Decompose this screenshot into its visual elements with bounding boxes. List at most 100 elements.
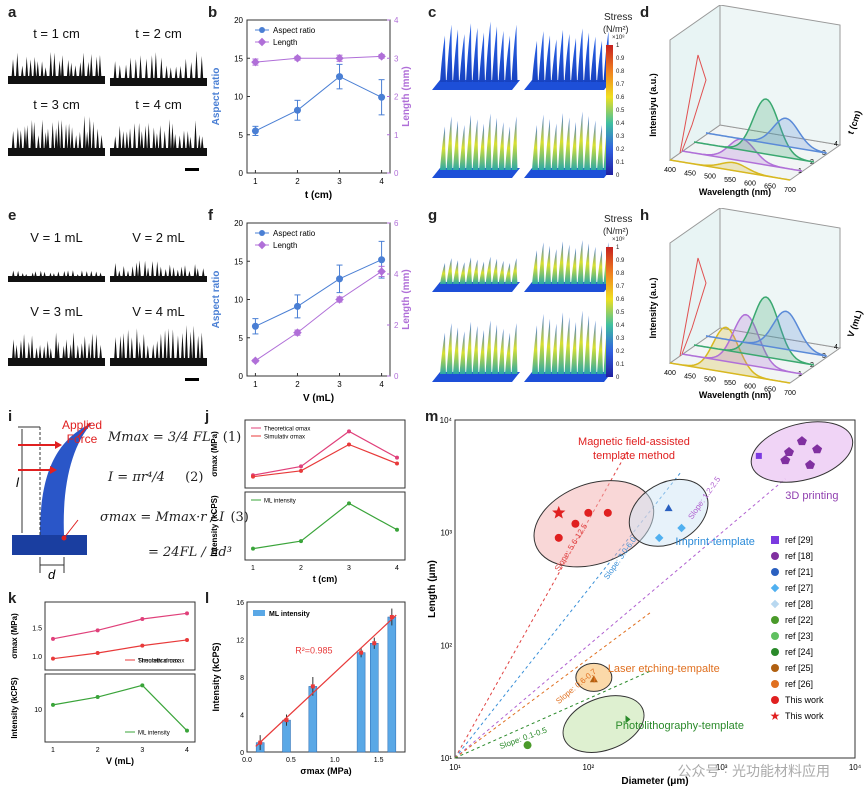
y2-tick-label: 3 xyxy=(394,54,399,63)
point-ref24 xyxy=(625,715,631,724)
sim-pillar xyxy=(453,327,459,374)
sim-pillar xyxy=(577,111,584,170)
spike xyxy=(52,52,56,78)
spike xyxy=(11,339,15,360)
bar xyxy=(356,652,366,753)
sim-pillar xyxy=(459,125,466,170)
sim-pillar xyxy=(590,246,597,284)
spike xyxy=(159,266,163,278)
sim-pillar xyxy=(564,317,571,374)
z-tick-label: 1 xyxy=(798,371,802,378)
spike xyxy=(51,122,55,150)
chart-l: 0.0 0.5 1.0 1.5 0 4 8 12 16 σmax (MPa) Intensity (… xyxy=(211,600,406,776)
equation-1: Mmax = 3/4 FL (1) xyxy=(108,430,241,445)
x-axis-label: t (cm) xyxy=(305,190,332,200)
sim-pillar xyxy=(584,315,590,374)
legend-marker xyxy=(771,696,779,704)
colorbar-tick: 0.4 xyxy=(616,323,625,329)
x-tick-label: 700 xyxy=(784,187,796,194)
sim-pillar xyxy=(446,116,453,170)
spike xyxy=(189,61,193,80)
x-tick-label: 4 xyxy=(185,747,189,754)
data-point xyxy=(359,650,364,655)
sim-pillar xyxy=(564,33,571,82)
eq1-lhs: Mmax = xyxy=(108,430,164,445)
spike xyxy=(99,344,103,360)
spike xyxy=(113,262,117,278)
spike xyxy=(140,131,144,150)
spike xyxy=(80,270,84,278)
x-tick-label: 2 xyxy=(96,747,100,754)
y-tick-label: 5 xyxy=(239,334,244,343)
sim-pillar xyxy=(538,31,545,82)
y-tick-label: 10⁴ xyxy=(440,416,453,425)
sim-base xyxy=(432,282,520,292)
caption-t3: t = 3 cm xyxy=(33,97,80,112)
y2-tick-label: 0 xyxy=(394,372,399,381)
data-point xyxy=(51,636,55,641)
legend-label: Theoretical σmax xyxy=(264,427,310,433)
spike xyxy=(11,130,15,150)
spike xyxy=(150,261,154,278)
spike xyxy=(200,55,204,80)
spike xyxy=(57,119,61,150)
y-axis-label: Intensity (a.u.) xyxy=(648,277,658,338)
spectrum-curve-2 xyxy=(681,313,803,375)
chart-d: 400 450 500 550 600 650 700 Wavelength (nm) Inte… xyxy=(648,5,863,197)
spike xyxy=(174,66,178,80)
z-axis-label: V (mL) xyxy=(845,309,864,339)
spike xyxy=(134,58,138,80)
x-axis-label: V (mL) xyxy=(303,393,334,403)
panel-label-l: l xyxy=(205,590,210,607)
colorbar-tick: 0.9 xyxy=(616,258,625,264)
sim-pillar xyxy=(558,113,564,170)
point-this-work xyxy=(603,508,612,517)
spike xyxy=(144,125,148,150)
data-point xyxy=(377,52,386,61)
sim-pillar xyxy=(577,28,584,82)
legend-label: Simulativ σmax xyxy=(138,659,179,665)
spike xyxy=(70,127,74,150)
x-tick-label: 650 xyxy=(764,387,776,394)
colorbar-title: Stress xyxy=(604,214,633,225)
y-tick-label: 1.5 xyxy=(32,626,42,633)
spike xyxy=(86,61,90,78)
spike xyxy=(200,136,204,150)
sim-pillar xyxy=(479,32,485,82)
photo-v2: V = 2 mL xyxy=(110,228,207,296)
colorbar-tick: 0.5 xyxy=(616,310,625,316)
spike xyxy=(25,56,29,78)
spike xyxy=(118,125,122,150)
sim-base xyxy=(524,80,612,90)
spike xyxy=(78,62,82,78)
spike xyxy=(49,52,53,78)
spike xyxy=(19,340,23,360)
slope-line xyxy=(454,478,786,759)
spike xyxy=(11,270,15,278)
chart-j: σmax (MPa) Theoretical σmax Simulativ σmax… xyxy=(210,419,406,584)
spike xyxy=(69,62,73,78)
spike xyxy=(81,52,85,78)
spike xyxy=(40,119,44,150)
spike xyxy=(72,332,76,360)
colorbar-unit: (N/m²) xyxy=(603,24,629,34)
back-plane xyxy=(719,208,841,349)
data-point xyxy=(395,461,399,466)
sim-render-v1 xyxy=(432,256,520,292)
spike xyxy=(164,268,168,278)
sim-pillar xyxy=(505,332,511,374)
spike xyxy=(186,131,190,150)
legend-label: ref [27] xyxy=(785,583,813,593)
spike xyxy=(52,273,56,278)
series-line-0 xyxy=(255,259,382,327)
colorbar-tick: 0.2 xyxy=(616,349,625,355)
spike xyxy=(187,270,191,278)
sim-pillar xyxy=(440,332,446,374)
sim-pillar xyxy=(590,120,597,170)
sim-base xyxy=(524,372,612,382)
slope-line xyxy=(454,471,682,759)
z-tick-label: 1 xyxy=(798,168,802,175)
sim-pillar xyxy=(459,262,466,284)
z-axis-label: t (cm) xyxy=(845,109,863,135)
